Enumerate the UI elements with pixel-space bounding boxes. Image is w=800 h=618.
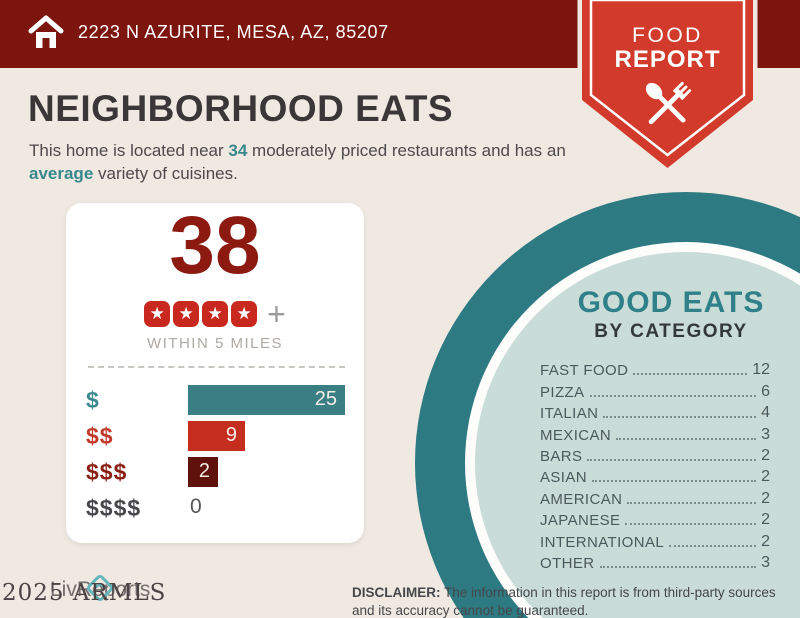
price-bar: 2: [188, 457, 218, 487]
dotted-leader: [625, 523, 757, 526]
disclaimer-label: DISCLAIMER:: [352, 584, 441, 600]
plus-icon: +: [267, 296, 286, 332]
logo-text: LivReports: [50, 578, 151, 601]
dotted-leader: [587, 458, 757, 461]
price-level-chart: $25 $$ 9 $$$ 2 $$$$ 0: [86, 379, 346, 523]
dotted-leader: [589, 394, 757, 397]
food-report-badge: FOOD REPORT: [577, 0, 758, 174]
category-count: 2: [761, 532, 770, 550]
radius-label: WITHIN 5 MILES: [146, 335, 283, 352]
category-name: OTHER: [540, 554, 595, 572]
badge-title-food: FOOD: [632, 24, 703, 47]
price-row: $$ 9: [86, 421, 346, 451]
page-subtitle: This home is located near 34 moderately …: [29, 140, 574, 185]
category-name: ITALIAN: [540, 405, 599, 423]
star-icon: ★: [173, 301, 200, 327]
subtitle-text: variety of cuisines.: [93, 163, 238, 183]
category-name: AMERICAN: [540, 490, 623, 508]
good-eats-panel: GOOD EATS BY CATEGORY FAST FOOD 12 PIZZA 6 I…: [540, 286, 770, 572]
category-name: FAST FOOD: [540, 362, 629, 380]
dashed-divider: [88, 366, 345, 368]
category-name: BARS: [540, 447, 583, 465]
star-icon: ★: [231, 301, 258, 327]
price-level-label: $$: [86, 422, 114, 449]
circle-white-ring: [465, 242, 800, 618]
price-level-label: $$$$: [86, 494, 142, 521]
category-count: 2: [761, 446, 770, 464]
price-bar-value: 25: [314, 388, 337, 410]
category-name: ASIAN: [540, 469, 588, 487]
dotted-leader: [616, 437, 757, 440]
ribbon-shape: [577, 0, 758, 174]
price-bar-value: 2: [198, 460, 210, 482]
disclaimer-text: The information in this report is from t…: [352, 584, 776, 618]
subtitle-text: This home is located near: [29, 141, 229, 160]
category-count: 2: [761, 511, 770, 529]
dotted-leader: [599, 565, 757, 568]
price-level-label: $: [86, 386, 100, 413]
star-icon: ★: [202, 301, 229, 327]
summary-card: 38 ★ ★ ★ ★ + WITHIN 5 MILES $25 $$ 9 $$$ 2 $$$$ 0: [66, 203, 364, 543]
category-list: FAST FOOD 12 PIZZA 6 ITALIAN 4 MEXICAN 3 BARS 2 AS…: [540, 358, 770, 572]
category-count: 12: [752, 361, 770, 379]
category-count: 2: [761, 468, 770, 486]
price-row: $$$$ 0: [86, 493, 346, 523]
star-rating: ★ ★ ★ ★ +: [66, 296, 364, 332]
category-count: 3: [761, 553, 770, 571]
category-row: MEXICAN 3: [540, 422, 770, 444]
category-row: ITALIAN 4: [540, 401, 770, 422]
category-row: AMERICAN 2: [540, 486, 770, 508]
dotted-leader: [669, 544, 757, 547]
category-name: MEXICAN: [540, 426, 612, 444]
category-count: 3: [761, 425, 770, 443]
total-restaurants: 38: [169, 200, 261, 291]
category-count: 6: [761, 382, 770, 400]
price-bar: 25: [188, 385, 345, 415]
price-level-label: $$$: [86, 458, 128, 485]
category-row: ASIAN 2: [540, 465, 770, 486]
category-name: JAPANESE: [540, 512, 621, 530]
category-count: 2: [761, 489, 770, 507]
good-eats-title: GOOD EATS: [577, 286, 765, 319]
subtitle-text: moderately priced restaurants and has an: [247, 141, 566, 160]
star-icon: ★: [144, 301, 171, 327]
variety-highlight: average: [29, 163, 94, 183]
restaurant-count: 34: [228, 141, 248, 160]
category-name: PIZZA: [540, 383, 585, 401]
disclaimer: DISCLAIMER: The information in this repo…: [352, 584, 790, 618]
price-row: $$$ 2: [86, 457, 346, 487]
category-row: PIZZA 6: [540, 379, 770, 401]
price-bar-value: 9: [225, 424, 237, 446]
dotted-leader: [633, 373, 748, 376]
home-icon: [28, 15, 64, 48]
dotted-leader: [592, 480, 757, 483]
armls-watermark: 2025 ARMLS: [2, 580, 167, 606]
dotted-leader: [603, 416, 757, 419]
good-eats-subtitle: BY CATEGORY: [594, 321, 748, 342]
badge-title-report: REPORT: [614, 46, 721, 73]
property-address: 2223 N AZURITE, MESA, AZ, 85207: [78, 22, 389, 42]
category-count: 4: [761, 404, 770, 422]
price-bar-value: 0: [190, 495, 202, 518]
page-title: NEIGHBORHOOD EATS: [28, 88, 454, 129]
dotted-leader: [627, 501, 757, 504]
logo-diamond-icon: [87, 575, 113, 601]
category-row: OTHER 3: [540, 551, 770, 572]
category-row: FAST FOOD 12: [540, 358, 770, 379]
category-name: INTERNATIONAL: [540, 533, 665, 551]
category-row: BARS 2: [540, 444, 770, 465]
price-row: $25: [86, 385, 346, 415]
category-row: INTERNATIONAL 2: [540, 529, 770, 551]
price-bar: 9: [188, 421, 245, 451]
category-row: JAPANESE 2: [540, 508, 770, 529]
crossed-spoon-fork-icon: [645, 81, 692, 125]
